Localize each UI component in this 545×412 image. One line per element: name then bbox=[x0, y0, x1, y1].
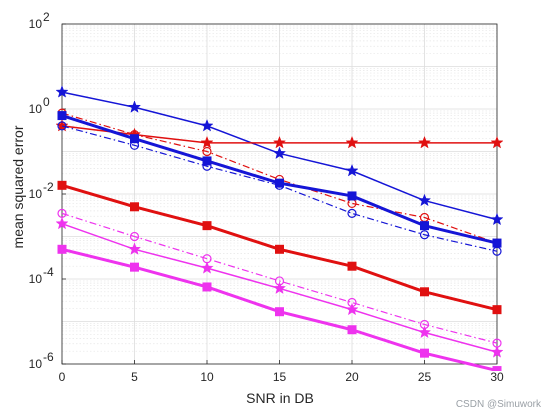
series-3 bbox=[57, 111, 502, 248]
square-marker bbox=[130, 262, 139, 272]
x-tick-label: 25 bbox=[418, 370, 432, 384]
star-marker bbox=[490, 345, 504, 358]
square-marker bbox=[492, 366, 502, 371]
square-marker bbox=[57, 244, 67, 254]
series-8 bbox=[57, 244, 502, 371]
circle-marker bbox=[274, 180, 285, 190]
circle-marker bbox=[129, 231, 140, 242]
y-tick-exponent: -6 bbox=[43, 350, 54, 364]
star-marker bbox=[272, 146, 287, 160]
star-marker bbox=[417, 135, 432, 149]
square-marker bbox=[347, 191, 357, 201]
series-7 bbox=[55, 216, 504, 358]
x-tick-label: 15 bbox=[273, 370, 287, 384]
square-marker bbox=[57, 180, 67, 190]
square-marker bbox=[347, 261, 357, 271]
star-marker bbox=[55, 216, 69, 230]
axes bbox=[61, 23, 498, 365]
star-marker bbox=[417, 325, 432, 339]
x-tick-label: 5 bbox=[131, 370, 138, 384]
y-axis-label: mean squared error bbox=[10, 125, 26, 248]
circle-marker bbox=[57, 121, 67, 131]
circle-marker bbox=[202, 161, 212, 171]
star-marker bbox=[200, 135, 214, 149]
square-marker bbox=[275, 244, 284, 254]
series-line bbox=[61, 125, 498, 252]
x-tick-label: 10 bbox=[200, 370, 214, 384]
star-marker bbox=[345, 163, 359, 177]
circle-marker bbox=[347, 208, 357, 218]
circle-marker bbox=[492, 246, 502, 256]
y-tick-label: 10 bbox=[29, 102, 43, 116]
series-lines bbox=[55, 85, 504, 371]
square-marker bbox=[275, 307, 284, 317]
x-tick-label: 0 bbox=[59, 370, 66, 384]
series-line bbox=[61, 212, 498, 344]
square-marker bbox=[420, 287, 429, 297]
watermark: CSDN @Simuwork bbox=[455, 399, 541, 410]
square-marker bbox=[420, 221, 429, 231]
star-marker bbox=[272, 281, 287, 295]
square-marker bbox=[202, 156, 212, 166]
star-marker bbox=[200, 118, 214, 132]
y-tick-exponent: -2 bbox=[43, 180, 54, 194]
star-marker bbox=[490, 135, 504, 149]
y-tick-label: 10 bbox=[29, 187, 43, 201]
star-marker bbox=[200, 261, 214, 274]
y-tick-label: 10 bbox=[29, 17, 43, 31]
square-marker bbox=[202, 221, 212, 231]
star-marker bbox=[345, 302, 359, 316]
square-marker bbox=[347, 325, 357, 335]
star-marker bbox=[417, 193, 432, 207]
series-4 bbox=[57, 121, 502, 256]
star-marker bbox=[345, 135, 359, 149]
square-marker bbox=[57, 111, 67, 121]
series-6 bbox=[57, 208, 502, 348]
square-marker bbox=[130, 202, 139, 212]
circle-marker bbox=[129, 140, 140, 150]
square-marker bbox=[130, 134, 139, 144]
x-tick-label: 30 bbox=[490, 370, 504, 384]
square-marker bbox=[202, 282, 212, 292]
star-marker bbox=[490, 212, 504, 226]
series-0 bbox=[55, 85, 504, 226]
square-marker bbox=[492, 305, 502, 315]
star-marker bbox=[55, 85, 69, 98]
star-marker bbox=[55, 118, 69, 132]
x-tick-label: 20 bbox=[345, 370, 359, 384]
circle-marker bbox=[419, 230, 430, 240]
y-tick-exponent: 0 bbox=[43, 95, 50, 109]
star-marker bbox=[272, 135, 287, 149]
y-tick-exponent: -4 bbox=[43, 265, 54, 279]
y-tick-label: 10 bbox=[29, 357, 43, 371]
series-5 bbox=[57, 180, 502, 315]
y-tick-label: 10 bbox=[29, 272, 43, 286]
x-axis-label: SNR in DB bbox=[246, 390, 314, 406]
star-marker bbox=[127, 242, 142, 255]
star-marker bbox=[127, 100, 142, 113]
circle-marker bbox=[202, 146, 212, 157]
square-marker bbox=[420, 348, 429, 358]
square-marker bbox=[492, 238, 502, 248]
y-tick-exponent: 2 bbox=[43, 10, 50, 24]
